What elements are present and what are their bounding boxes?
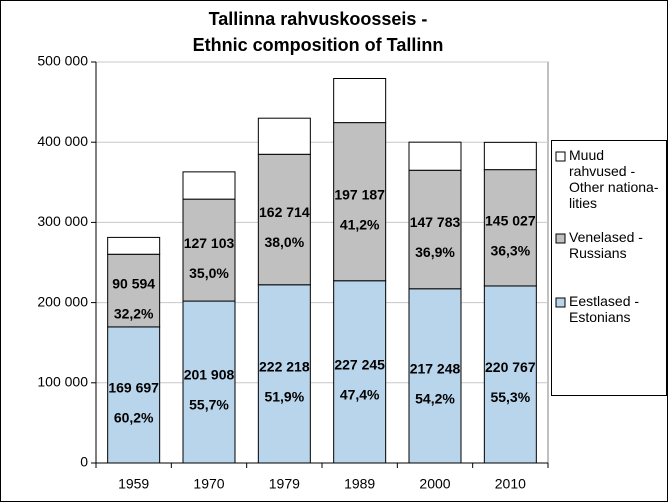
y-tick-label: 400 000 <box>37 133 88 149</box>
data-label: 217 248 <box>410 361 461 377</box>
share-label: 60,2% <box>114 410 154 426</box>
data-label: 147 783 <box>410 214 461 230</box>
bar-segment <box>333 77 387 124</box>
bar-segment <box>483 169 537 287</box>
share-label: 36,9% <box>415 244 455 260</box>
share-label: 47,4% <box>340 387 380 403</box>
legend-label: Muud rahvused - Other nationa-lities <box>569 147 659 211</box>
bar-segment <box>107 236 161 255</box>
share-label: 51,9% <box>264 389 304 405</box>
data-label: 90 594 <box>112 275 155 291</box>
bar-segment <box>182 171 236 200</box>
data-label: 169 697 <box>108 380 159 396</box>
share-label: 55,3% <box>490 389 530 405</box>
share-label: 38,0% <box>264 234 304 250</box>
share-label: 55,7% <box>189 397 229 413</box>
data-label: 127 103 <box>184 235 235 251</box>
bar-segment <box>107 253 161 328</box>
data-label: 162 714 <box>259 204 310 220</box>
share-label: 41,2% <box>340 216 380 232</box>
legend-label: Eestlased - Estonians <box>569 293 640 325</box>
data-label: 201 908 <box>184 367 235 383</box>
bar-segment <box>408 141 462 171</box>
x-tick-label: 2000 <box>419 476 450 492</box>
legend-label-box: Venelased - Russians <box>569 229 643 261</box>
chart-title: Tallinna rahvuskoosseis - <box>209 9 428 29</box>
bar-segment <box>257 117 311 155</box>
x-tick-label: 1979 <box>269 476 300 492</box>
y-tick-label: 500 000 <box>37 53 88 69</box>
bar-segment <box>182 300 236 464</box>
bar-segment <box>333 280 387 464</box>
legend-label-box: Muud rahvused - Other nationa-lities <box>569 147 659 211</box>
x-tick-label: 1970 <box>193 476 224 492</box>
chart-subtitle: Ethnic composition of Tallinn <box>193 35 444 55</box>
bar-segment <box>483 285 537 464</box>
legend-label: Venelased - Russians <box>569 229 643 261</box>
y-tick-label: 100 000 <box>37 374 88 390</box>
share-label: 54,2% <box>415 391 455 407</box>
x-tick-label: 1989 <box>344 476 375 492</box>
y-tick-label: 0 <box>80 454 88 470</box>
share-label: 36,3% <box>490 242 530 258</box>
bar-segment <box>257 153 311 286</box>
bar-segment <box>483 141 537 171</box>
bar-segment <box>257 284 311 464</box>
legend-swatch <box>555 233 566 244</box>
x-tick-label: 2010 <box>495 476 526 492</box>
data-label: 227 245 <box>334 357 385 373</box>
y-tick-label: 300 000 <box>37 213 88 229</box>
data-label: 197 187 <box>334 186 385 202</box>
data-label: 145 027 <box>485 212 536 228</box>
data-label: 220 767 <box>485 359 536 375</box>
data-label: 222 218 <box>259 359 310 375</box>
y-tick-label: 200 000 <box>37 293 88 309</box>
legend <box>551 140 667 396</box>
share-label: 35,0% <box>189 265 229 281</box>
bar-segment <box>408 288 462 464</box>
legend-swatch <box>555 151 566 162</box>
bar-segment <box>333 122 387 282</box>
legend-label-box: Eestlased - Estonians <box>569 293 640 325</box>
x-tick-label: 1959 <box>118 476 149 492</box>
bar-segment <box>182 198 236 302</box>
bar-segment <box>408 169 462 290</box>
legend-swatch <box>555 297 566 308</box>
share-label: 32,2% <box>114 305 154 321</box>
